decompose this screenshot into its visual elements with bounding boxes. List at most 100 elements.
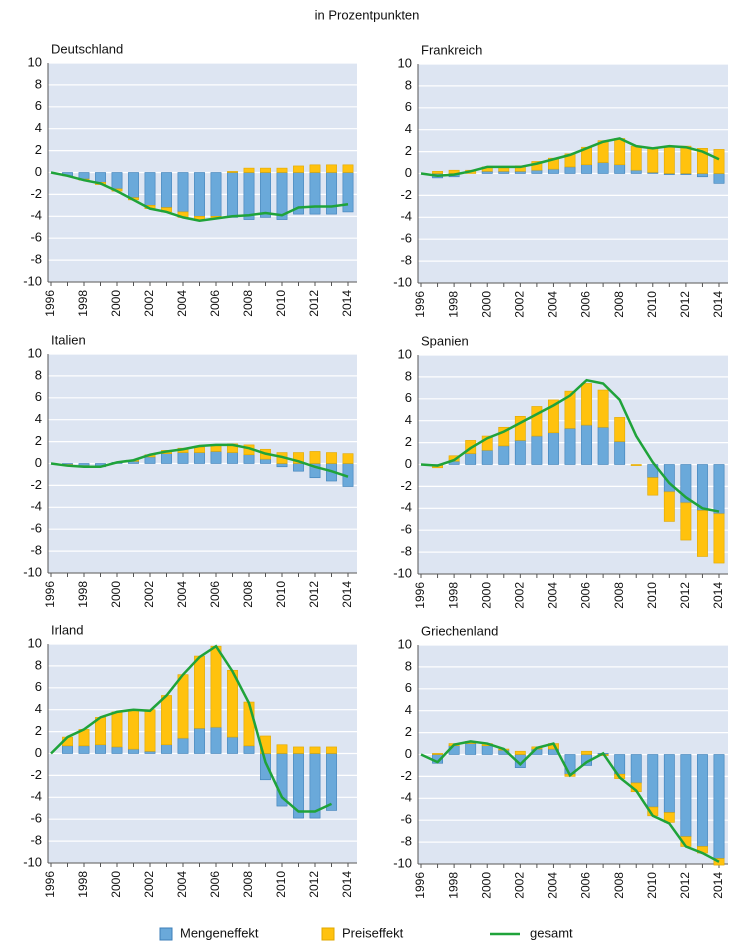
bar — [713, 513, 725, 564]
bar — [697, 173, 708, 178]
bar — [243, 172, 255, 220]
line — [50, 171, 349, 222]
line — [420, 137, 720, 177]
x-tick-label: 1996 — [43, 871, 57, 898]
bar — [465, 453, 477, 465]
bar — [697, 464, 708, 511]
bar — [161, 172, 172, 208]
bar — [581, 750, 592, 755]
x-tick-label: 2008 — [241, 290, 255, 317]
bar — [243, 167, 255, 173]
x-tick-label: 2004 — [175, 290, 189, 317]
x-tick-label: 2012 — [678, 291, 692, 318]
bar — [614, 138, 626, 166]
bar — [260, 172, 271, 218]
bar — [194, 452, 205, 464]
bar — [260, 167, 271, 173]
x-tick-label: 2008 — [241, 581, 255, 608]
bar — [243, 454, 255, 464]
x-tick-label: 2002 — [142, 581, 156, 608]
bar — [309, 753, 321, 819]
x-tick-label: 2000 — [109, 871, 123, 898]
panel-title: Irland — [51, 622, 84, 637]
bar — [128, 172, 139, 198]
y-tick-label: 0 — [35, 164, 42, 179]
bar — [227, 172, 238, 218]
bar — [326, 753, 337, 811]
y-tick-label: 2 — [35, 433, 42, 448]
y-tick-label: -10 — [393, 274, 412, 289]
bar — [144, 751, 156, 754]
y-tick-label: 0 — [405, 456, 412, 471]
bar — [697, 510, 708, 557]
bar — [326, 452, 337, 464]
bar — [498, 445, 510, 465]
panel-title: Frankreich — [421, 42, 482, 57]
y-tick-label: 10 — [398, 55, 412, 70]
bar — [663, 491, 675, 522]
bar — [548, 168, 559, 174]
x-tick-label: 1996 — [43, 290, 57, 317]
bar — [177, 172, 189, 213]
bar — [647, 754, 659, 808]
bar — [581, 164, 592, 174]
x-tick-label: 2000 — [109, 290, 123, 317]
y-tick-label: -4 — [30, 208, 42, 223]
legend-swatch — [321, 927, 335, 941]
x-tick-label: 2014 — [711, 582, 725, 609]
y-tick-label: -2 — [30, 186, 42, 201]
bar — [293, 463, 304, 472]
y-tick-label: -6 — [30, 521, 42, 536]
bar — [432, 753, 443, 755]
bar — [564, 390, 576, 429]
bar — [309, 451, 321, 464]
x-tick-label: 2004 — [546, 582, 560, 609]
y-tick-label: 6 — [405, 680, 412, 695]
y-tick-label: 4 — [35, 701, 42, 716]
y-tick-label: 6 — [35, 389, 42, 404]
x-tick-label: 2004 — [546, 872, 560, 899]
x-tick-label: 2004 — [175, 871, 189, 898]
bar — [177, 452, 189, 464]
x-tick-label: 2012 — [307, 290, 321, 317]
bar — [713, 173, 725, 184]
bar — [177, 737, 189, 754]
bar — [663, 754, 675, 813]
x-tick-label: 1998 — [76, 581, 90, 608]
legend-swatch — [159, 927, 173, 941]
y-tick-label: -6 — [400, 231, 412, 246]
bar — [663, 145, 675, 174]
y-tick-label: -8 — [30, 252, 42, 267]
y-tick-label: -4 — [30, 499, 42, 514]
bar — [309, 746, 321, 754]
bar — [293, 165, 304, 173]
bar — [342, 164, 354, 173]
bar — [713, 754, 725, 859]
x-tick-label: 2002 — [513, 291, 527, 318]
x-tick-label: 2006 — [579, 582, 593, 609]
bar — [630, 754, 642, 784]
bar — [227, 171, 238, 173]
bar — [177, 674, 189, 739]
bar — [62, 745, 73, 754]
bar — [243, 701, 255, 747]
x-tick-label: 2000 — [479, 291, 493, 318]
y-tick-label: 0 — [35, 745, 42, 760]
bar — [161, 744, 172, 754]
bar — [481, 171, 493, 174]
y-tick-label: -8 — [400, 834, 412, 849]
y-tick-label: 8 — [35, 657, 42, 672]
bar — [581, 383, 592, 426]
panel-title: Griechenland — [421, 623, 498, 638]
bar — [111, 746, 123, 754]
x-tick-label: 2000 — [479, 872, 493, 899]
y-tick-label: -2 — [400, 768, 412, 783]
x-tick-label: 2000 — [109, 581, 123, 608]
bar — [597, 389, 609, 428]
bar — [647, 148, 659, 173]
bar — [326, 164, 337, 173]
bar — [326, 746, 337, 754]
y-tick-label: 6 — [405, 390, 412, 405]
bar — [78, 745, 90, 754]
